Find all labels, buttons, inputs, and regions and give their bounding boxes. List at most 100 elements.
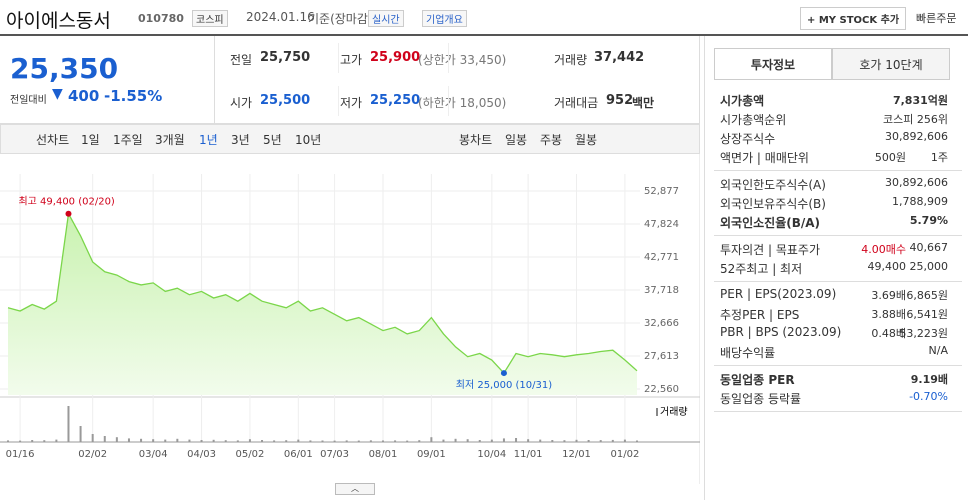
down-arrow: ▼: [52, 86, 63, 102]
info-label: 52주최고 | 최저: [720, 262, 803, 276]
volume-bar: [442, 439, 445, 442]
volume-bar: [394, 440, 397, 442]
volume-legend: 거래량: [660, 406, 688, 418]
divider: [714, 411, 962, 412]
candle-button[interactable]: 일봉: [505, 133, 528, 147]
volume-bar: [357, 440, 360, 442]
change: 400: [68, 87, 100, 105]
stock-name: 아이에스동서: [6, 10, 111, 32]
volume-bar: [551, 440, 554, 442]
volume-bar: [430, 437, 433, 442]
change-pct: -1.55%: [104, 87, 163, 105]
volume-bar: [636, 440, 638, 442]
summary-value: 25,900: [370, 50, 421, 65]
quote-panel: [0, 36, 700, 124]
divider: [214, 36, 215, 124]
info-value: 4.00매수: [861, 243, 906, 256]
change-label: 전일대비: [10, 95, 47, 106]
stock-code: 010780: [138, 12, 184, 25]
divider: [714, 235, 962, 236]
period-button[interactable]: 1주일: [113, 133, 143, 147]
min-label: 최저 25,000 (10/31): [456, 379, 552, 391]
divider: [714, 281, 962, 282]
info-value: 6,541원: [906, 308, 948, 321]
volume-bar: [261, 440, 264, 442]
company-button[interactable]: 기업개요: [422, 10, 467, 27]
period-button[interactable]: 3개월: [155, 133, 185, 147]
period-button[interactable]: 1년: [199, 133, 218, 147]
period-button[interactable]: 10년: [295, 133, 322, 147]
volume-bar: [7, 440, 9, 442]
volume-bar: [490, 439, 493, 442]
volume-bar: [67, 406, 70, 442]
info-value: 코스피 256위: [883, 113, 948, 126]
divider: [448, 43, 449, 73]
volume-bar: [115, 437, 118, 442]
info-value: 6,865원: [906, 289, 948, 302]
volume-bar: [611, 439, 614, 442]
market: 코스피: [192, 10, 228, 27]
tab[interactable]: 호가 10단계: [832, 48, 950, 80]
mystock-button[interactable]: + MY STOCK 추가: [800, 7, 907, 30]
info-label: 시가총액: [720, 94, 765, 108]
price-line: [7, 211, 638, 375]
volume-bar: [466, 439, 469, 442]
x-tick-label: 09/01: [417, 449, 446, 460]
volume-bar: [599, 440, 602, 442]
volume-bar: [309, 440, 312, 442]
volume-bar: [43, 440, 46, 442]
info-value: 7,831억원: [892, 94, 948, 107]
volume-bar: [188, 439, 191, 442]
volume-bar: [103, 436, 106, 442]
volume-bar: [224, 440, 227, 442]
x-tick-label: 01/02: [610, 449, 639, 460]
summary-label: 전일: [230, 53, 253, 67]
realtime[interactable]: 실시간: [368, 10, 404, 27]
info-label: 동일업종 등락률: [720, 392, 802, 406]
volume-bar: [127, 438, 130, 442]
summary-value: 25,500: [260, 93, 311, 108]
volume-bar: [321, 440, 324, 442]
volume-bar: [140, 438, 143, 442]
min-point: [500, 370, 507, 377]
period-button[interactable]: 3년: [231, 133, 250, 147]
info-value: 500원: [874, 151, 906, 164]
period-button[interactable]: 5년: [263, 133, 282, 147]
x-tick-label: 11/01: [514, 449, 543, 460]
volume-bar: [406, 440, 409, 442]
volume-bar: [454, 438, 457, 442]
divider: [338, 86, 339, 116]
y-tick-label: 32,666: [644, 318, 679, 329]
x-tick-label: 04/03: [187, 449, 216, 460]
info-label: 외국인한도주식수(A): [720, 178, 826, 192]
summary-value: 25,750: [260, 50, 311, 65]
volume-bar: [527, 439, 530, 442]
period-button[interactable]: 1일: [81, 133, 100, 147]
divider: [338, 43, 339, 73]
date: 2024.01.16: [246, 10, 315, 24]
summary-label: 저가: [340, 96, 363, 110]
info-value: 1,788,909: [892, 195, 948, 208]
info-value: 1주: [930, 151, 948, 164]
order-button[interactable]: 빠른주문: [916, 12, 957, 25]
y-tick-label: 52,877: [644, 186, 679, 197]
info-label: PBR | BPS (2023.09): [720, 325, 842, 339]
divider: [0, 34, 968, 36]
volume-bar: [515, 438, 518, 442]
collapse-button[interactable]: ︿: [335, 483, 375, 495]
y-tick-label: 27,613: [644, 351, 679, 362]
info-label: 액면가 | 매매단위: [720, 151, 809, 165]
divider: [714, 170, 962, 171]
x-tick-label: 10/04: [477, 449, 506, 460]
info-panel: [704, 36, 968, 500]
candle-button[interactable]: 월봉: [575, 133, 598, 147]
info-label: 외국인소진율(B/A): [720, 216, 821, 230]
candle-button[interactable]: 주봉: [540, 133, 563, 147]
candle-label: 봉차트: [459, 133, 493, 147]
volume-bar: [31, 440, 34, 442]
x-tick-label: 06/01: [284, 449, 313, 460]
volume-bar: [200, 440, 203, 442]
info-value: 3.69배: [871, 289, 906, 302]
tab[interactable]: 투자정보: [714, 48, 832, 80]
volume-bar: [345, 440, 348, 442]
